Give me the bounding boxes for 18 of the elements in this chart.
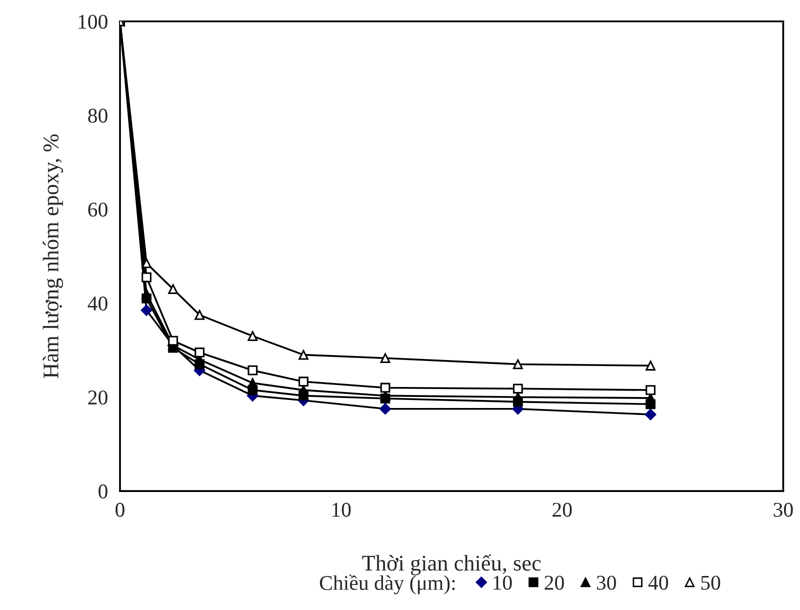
- legend-label: 10: [494, 576, 512, 590]
- x-tick-label: 20: [552, 502, 572, 517]
- legend-label: 50: [701, 576, 720, 590]
- x-axis-title: Thời gian chiếu, sec: [362, 554, 541, 576]
- y-tick-label: 80: [88, 108, 108, 123]
- x-tick-label: 10: [332, 502, 351, 517]
- legend-title: Chiều dày (μm):: [320, 574, 455, 594]
- y-tick-label: 60: [88, 202, 108, 217]
- legend-label: 40: [648, 576, 668, 590]
- x-tick-label: 30: [774, 502, 793, 517]
- legend-label: 20: [544, 576, 564, 590]
- y-axis-title: Hàm lượng nhóm epoxy, %: [42, 134, 64, 378]
- y-tick-label: 20: [88, 390, 108, 405]
- x-tick-label: 0: [116, 502, 124, 517]
- y-tick-label: 40: [88, 296, 108, 311]
- y-tick-label: 0: [98, 484, 108, 498]
- y-tick-label: 100: [78, 14, 108, 29]
- legend-label: 30: [596, 576, 616, 590]
